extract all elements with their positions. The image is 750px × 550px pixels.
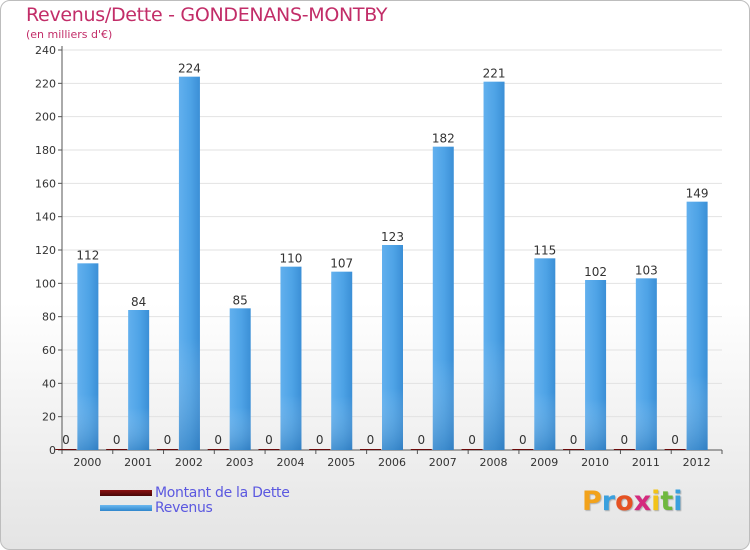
data-label-revenus: 107 [330,257,353,271]
bar-dette [461,449,483,450]
bar-dette [156,449,178,450]
x-tick-label: 2004 [276,456,304,469]
bar-dette [613,449,635,450]
bar-revenus-shade [686,201,708,450]
bar-revenus-shade [585,280,607,450]
bar-dette [258,449,280,450]
logo-letter: r [601,486,616,517]
x-tick-label: 2008 [480,456,508,469]
data-label-revenus: 221 [483,67,506,81]
data-label-dette: 0 [621,433,629,447]
x-tick-label: 2010 [581,456,609,469]
bar-revenus-shade [128,310,150,450]
x-tick-label: 2001 [124,456,152,469]
y-tick-label: 40 [42,377,56,390]
x-tick-label: 2002 [175,456,203,469]
data-label-dette: 0 [671,433,679,447]
data-label-revenus: 102 [584,265,607,279]
data-label-dette: 0 [265,433,273,447]
data-label-dette: 0 [468,433,476,447]
x-tick-label: 2005 [327,456,355,469]
bar-dette [55,449,77,450]
data-label-revenus: 103 [635,263,658,277]
bar-dette [512,449,534,450]
x-tick-label: 2000 [73,456,101,469]
x-tick-label: 2006 [378,456,406,469]
bar-revenus-shade [280,266,302,450]
y-tick-label: 220 [35,77,56,90]
bar-dette [207,449,229,450]
logo-letter: o [615,486,634,517]
data-label-revenus: 123 [381,230,404,244]
legend-label-dette: Montant de la Dette [155,485,290,501]
bar-revenus-shade [178,76,200,451]
data-label-revenus: 110 [280,252,303,266]
legend-swatch-dette [100,490,152,496]
data-label-dette: 0 [417,433,425,447]
legend-label-revenus: Revenus [155,500,213,516]
logo-letter: i [651,486,661,517]
bar-revenus-shade [382,245,403,450]
y-tick-label: 240 [35,44,56,57]
y-tick-label: 120 [35,244,56,257]
data-label-revenus: 224 [178,62,201,76]
logo-letter: x [633,486,652,517]
bar-revenus-shade [229,308,251,450]
bar-revenus-shade [77,263,99,450]
proxiti-logo[interactable]: Proxiti [582,486,683,517]
bar-dette [410,449,432,450]
y-tick-label: 200 [35,111,56,124]
x-tick-label: 2011 [632,456,660,469]
legend-swatch-revenus [100,505,152,511]
y-tick-label: 20 [42,411,56,424]
data-label-revenus: 84 [131,295,146,309]
bar-dette [664,449,686,450]
data-label-revenus: 112 [76,248,99,262]
logo-letter: t [660,486,674,517]
bar-revenus-shade [331,271,353,450]
y-tick-label: 60 [42,344,56,357]
data-label-dette: 0 [113,433,121,447]
data-label-dette: 0 [570,433,578,447]
y-tick-label: 80 [42,311,56,324]
logo-letter: P [582,486,602,517]
data-label-dette: 0 [164,433,172,447]
data-label-dette: 0 [367,433,375,447]
data-label-dette: 0 [316,433,324,447]
logo-letter: i [673,486,683,517]
data-label-dette: 0 [214,433,222,447]
bar-dette [309,449,331,450]
data-label-revenus: 85 [233,293,248,307]
data-label-revenus: 115 [533,243,556,257]
chart-title: Revenus/Dette - GONDENANS-MONTBY [26,4,388,26]
bar-dette [360,449,381,450]
y-tick-label: 160 [35,177,56,190]
bar-revenus-shade [635,278,657,450]
bar-revenus-shade [432,146,454,450]
bar-dette [563,449,585,450]
data-label-revenus: 149 [686,187,709,201]
y-tick-label: 100 [35,277,56,290]
y-tick-label: 140 [35,211,56,224]
data-label-dette: 0 [62,433,70,447]
y-tick-label: 0 [49,444,56,457]
x-tick-label: 2009 [530,456,558,469]
x-tick-label: 2012 [683,456,711,469]
bar-dette [106,449,128,450]
data-label-revenus: 182 [432,132,455,146]
data-label-dette: 0 [519,433,527,447]
x-tick-label: 2007 [429,456,457,469]
x-tick-label: 2003 [226,456,254,469]
bar-revenus-shade [534,258,556,450]
bar-revenus-shade [483,81,505,451]
chart-subtitle: (en milliers d'€) [26,28,113,41]
y-tick-label: 180 [35,144,56,157]
